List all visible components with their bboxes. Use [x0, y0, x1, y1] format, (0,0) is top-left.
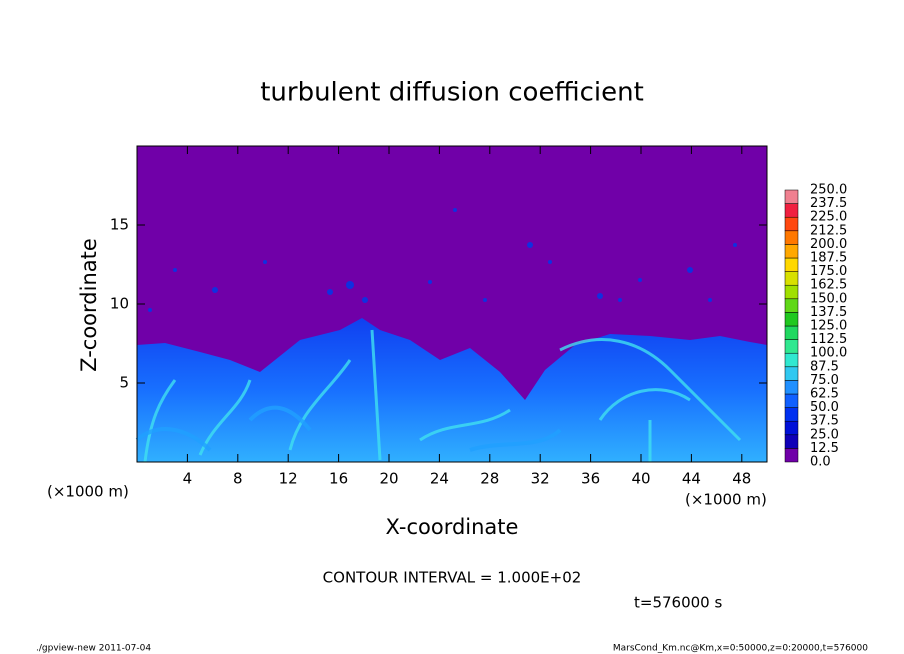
colorbar-label: 100.0: [810, 346, 847, 361]
colorbar-segment: [784, 312, 799, 327]
colorbar-segment: [784, 216, 799, 232]
colorbar-segment: [784, 325, 799, 340]
y-tick-label: 15: [110, 216, 129, 234]
colorbar-label: 50.0: [810, 400, 839, 415]
colorbar-segment: [784, 448, 799, 463]
colorbar-label: 112.5: [810, 332, 847, 347]
colorbar-segment: [784, 244, 799, 259]
colorbar-segment: [784, 352, 799, 368]
x-tick-label: 12: [279, 470, 298, 488]
colorbar-segment: [784, 271, 799, 286]
x-tick-label: 36: [581, 470, 600, 488]
colorbar-label: 87.5: [810, 359, 839, 374]
x-tick-label: 24: [430, 470, 449, 488]
colorbar-segment: [784, 298, 799, 313]
y-tick-label: 5: [119, 374, 129, 392]
x-tick-label: 20: [379, 470, 398, 488]
chart-title: turbulent diffusion coefficient: [260, 78, 644, 108]
colorbar-segment: [784, 393, 799, 408]
x-tick-label: 4: [183, 470, 193, 488]
turbulent-layer: [137, 318, 767, 462]
colorbar-label: 37.5: [810, 414, 839, 429]
y-unit: (×1000 m): [47, 483, 129, 501]
footer-right: MarsCond_Km.nc@Km,x=0:50000,z=0:20000,t=…: [613, 644, 868, 654]
colorbar-segment: [784, 420, 799, 436]
colorbar-segment: [784, 189, 799, 204]
x-tick-label: 44: [682, 470, 701, 488]
colorbar-label: 225.0: [810, 210, 847, 225]
colorbar-segment: [784, 203, 799, 218]
colorbar-segment: [784, 230, 799, 245]
colorbar-label: 237.5: [810, 196, 847, 211]
colorbar-label: 12.5: [810, 441, 839, 456]
colorbar-label: 137.5: [810, 305, 847, 320]
y-tick-label: 10: [110, 295, 129, 313]
colorbar-segment: [784, 366, 799, 381]
x-axis-label: X-coordinate: [386, 515, 519, 539]
contour-interval: CONTOUR INTERVAL = 1.000E+02: [323, 569, 582, 587]
colorbar-segment: [784, 407, 799, 422]
colorbar-segment: [784, 434, 799, 449]
blobs: [148, 208, 737, 312]
colorbar-segment: [784, 284, 799, 300]
colorbar-label: 187.5: [810, 251, 847, 266]
time-label: t=576000 s: [634, 594, 722, 612]
colorbar-label: 0.0: [810, 455, 831, 470]
swirl: [135, 405, 562, 452]
colorbar-label: 162.5: [810, 278, 847, 293]
x-tick-label: 48: [732, 470, 751, 488]
colorbar-label: 212.5: [810, 223, 847, 238]
x-tick-label: 28: [480, 470, 499, 488]
x-tick-label: 8: [233, 470, 243, 488]
x-unit: (×1000 m): [685, 491, 767, 509]
y-axis-label: Z-coordinate: [77, 238, 101, 372]
colorbar-label: 25.0: [810, 427, 839, 442]
colorbar-label: 125.0: [810, 319, 847, 334]
colorbar-label: 150.0: [810, 291, 847, 306]
colorbar-label: 250.0: [810, 183, 847, 198]
x-tick-label: 32: [531, 470, 550, 488]
x-tick-label: 40: [631, 470, 650, 488]
colorbar-segment: [784, 380, 799, 395]
swirl: [143, 329, 742, 463]
colorbar-segment: [784, 257, 799, 272]
colorbar-label: 75.0: [810, 373, 839, 388]
field: [135, 145, 768, 463]
colorbar-label: 200.0: [810, 237, 847, 252]
colorbar-segment: [784, 339, 799, 354]
x-tick-label: 16: [329, 470, 348, 488]
colorbar-label: 175.0: [810, 264, 847, 279]
colorbar-label: 62.5: [810, 387, 839, 402]
footer-left: ./gpview-new 2011-07-04: [36, 644, 151, 654]
